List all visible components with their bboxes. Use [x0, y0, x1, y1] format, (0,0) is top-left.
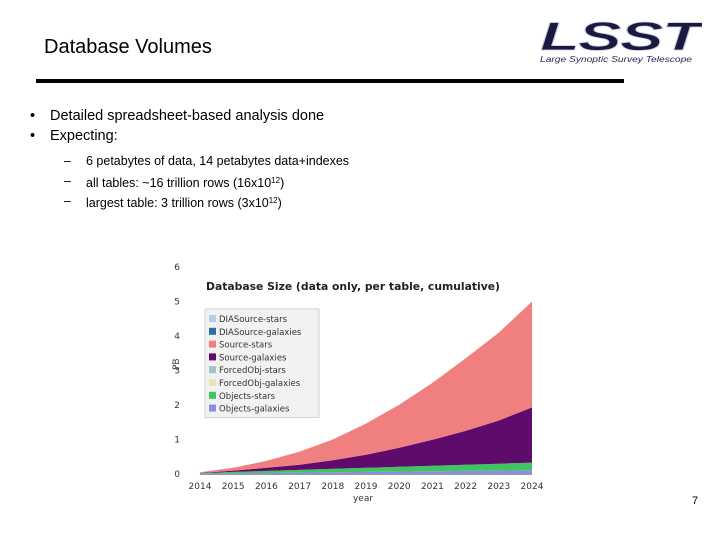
lsst-logo: LSST Large Synoptic Survey Telescope: [540, 15, 702, 64]
page-number: 7: [692, 495, 699, 507]
area-objects-galaxies: [200, 470, 532, 474]
legend-label: DIASource-stars: [219, 315, 288, 325]
slide-title: Database Volumes: [44, 36, 212, 58]
legend-label: DIASource-galaxies: [219, 328, 302, 338]
legend-swatch: [209, 391, 216, 399]
area-objects-stars: [200, 462, 532, 474]
y-axis-label: PB: [172, 358, 182, 370]
dash-marker: –: [64, 174, 71, 188]
x-axis-label: year: [353, 494, 373, 504]
sub-bullet-text: 6 petabytes of data, 14 petabytes data+i…: [86, 154, 350, 168]
legend-swatch: [209, 366, 216, 374]
chart-title: Database Size (data only, per table, cum…: [206, 281, 500, 293]
x-tick-label: 2024: [521, 482, 544, 492]
y-tick-label: 6: [174, 263, 180, 273]
logo-tagline: Large Synoptic Survey Telescope: [540, 54, 692, 64]
database-size-chart: 0 1 2 3 4 5 6 2014 2015 2016 2017 2018 2019 2020 2021…: [172, 263, 544, 504]
bullet-dot: •: [30, 128, 36, 144]
legend-swatch: [209, 327, 216, 335]
sub-bullet-item: – 6 petabytes of data, 14 petabytes data…: [64, 151, 349, 171]
x-tick-label: 2014: [189, 482, 212, 492]
legend-label: ForcedObj-galaxies: [219, 379, 301, 389]
legend-label: Objects-galaxies: [219, 405, 290, 415]
legend-swatch: [209, 353, 216, 361]
area-source-galaxies: [200, 407, 532, 474]
y-tick-label: 5: [174, 298, 180, 308]
bullet-text: Detailed spreadsheet-based analysis done: [50, 108, 325, 124]
x-tick-label: 2022: [454, 482, 477, 492]
x-tick-label: 2018: [321, 482, 344, 492]
x-tick-label: 2017: [288, 482, 311, 492]
y-tick-label: 4: [174, 332, 180, 342]
legend-swatch: [209, 379, 216, 386]
legend-label: Source-stars: [219, 341, 273, 351]
y-tick-label: 3: [174, 367, 180, 377]
logo-wordmark: LSST: [540, 15, 702, 59]
legend-swatch: [209, 404, 216, 412]
x-tick-label: 2021: [421, 482, 444, 492]
sub-bullet-text: largest table: 3 trillion rows (3x1012): [86, 196, 282, 210]
legend-label: ForcedObj-stars: [219, 366, 286, 376]
bullet-item: • Detailed spreadsheet-based analysis do…: [30, 106, 324, 126]
sub-bullet-text: all tables: ~16 trillion rows (16x1012): [86, 176, 285, 190]
legend-box: [204, 308, 320, 418]
bullet-dot: •: [30, 108, 36, 124]
dash-marker: –: [64, 154, 71, 168]
sub-bullet-item: – all tables: ~16 trillion rows (16x1012…: [64, 171, 349, 191]
x-tick-label: 2019: [355, 482, 378, 492]
y-tick-label: 1: [174, 436, 180, 446]
sub-bullet-item: – largest table: 3 trillion rows (3x1012…: [64, 191, 349, 211]
y-tick-label: 2: [174, 401, 180, 411]
legend-swatch: [209, 340, 216, 348]
x-tick-label: 2023: [487, 482, 510, 492]
x-tick-label: 2016: [255, 482, 278, 492]
legend-label: Source-galaxies: [219, 353, 287, 363]
bullet-text: Expecting:: [50, 128, 118, 144]
sub-bullet-list: – 6 petabytes of data, 14 petabytes data…: [64, 151, 349, 211]
x-tick-label: 2020: [388, 482, 411, 492]
legend-label: Objects-stars: [219, 392, 276, 402]
y-tick-label: 0: [174, 470, 180, 480]
dash-marker: –: [64, 194, 71, 208]
bullet-list: • Detailed spreadsheet-based analysis do…: [30, 106, 324, 146]
legend-swatch: [209, 315, 216, 322]
chart-legend: DIASource-stars DIASource-galaxies Source-…: [204, 308, 320, 418]
bullet-item: • Expecting:: [30, 126, 324, 146]
title-divider: [36, 79, 624, 83]
x-tick-label: 2015: [222, 482, 245, 492]
area-source-stars: [200, 301, 532, 473]
